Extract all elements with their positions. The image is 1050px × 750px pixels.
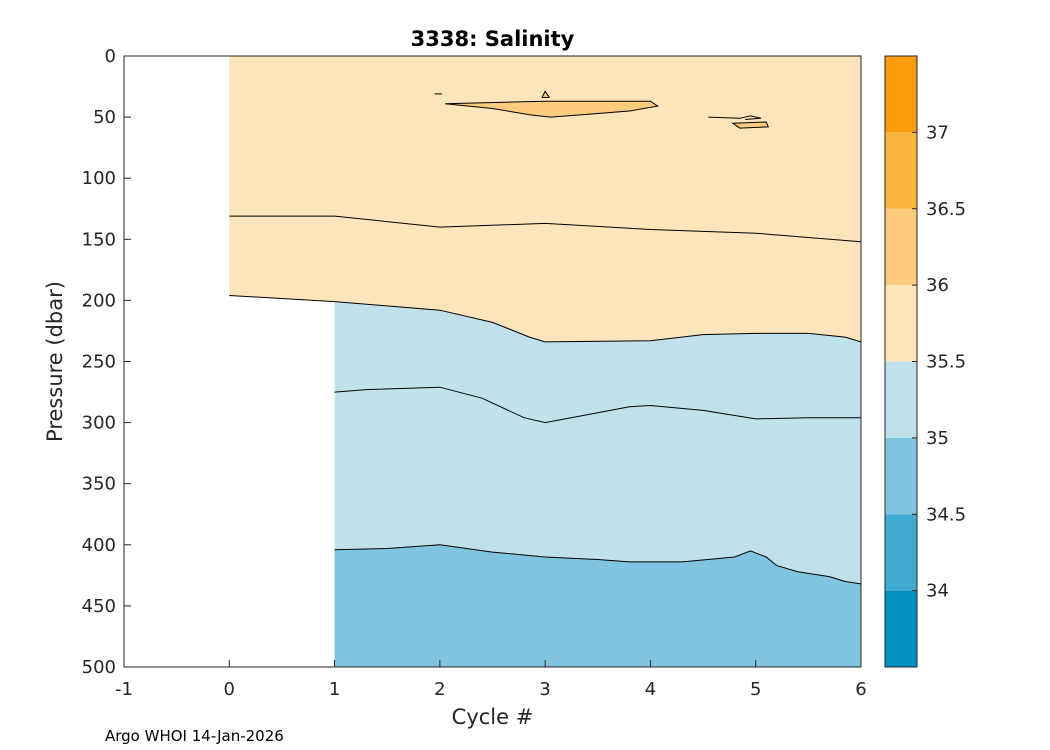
y-tick-label: 450: [82, 596, 116, 617]
colorbar-band: [885, 514, 917, 591]
fill-patch-patch-small: [731, 121, 770, 129]
colorbar-band: [885, 590, 917, 667]
y-axis: 0 50 100 150 200 250 300 350 400 450 500: [82, 46, 131, 678]
x-tick-label: 1: [329, 679, 340, 700]
colorbar-tick-label: 36: [926, 275, 949, 296]
fill-band-34.5-35: [334, 544, 862, 667]
colorbar-band: [885, 437, 917, 515]
x-axis: -1 0 1 2 3 4 5 6: [115, 660, 867, 700]
contour-line-35_5-upper-left: [229, 215, 862, 243]
y-axis-title: Pressure (dbar): [43, 281, 67, 442]
y-tick-label: 150: [82, 229, 116, 250]
colorbar-tick-label: 34: [926, 581, 949, 602]
contour-line-36-fleck-b: [708, 115, 762, 120]
chart-title: 3338: Salinity: [411, 27, 575, 51]
y-tick-label: 500: [82, 657, 116, 678]
colorbar-tick-label: 36.5: [926, 199, 966, 220]
colorbar-band: [885, 208, 917, 286]
fill-patch-fleck-c: [541, 90, 551, 98]
colorbar-band: [885, 361, 917, 438]
x-tick-label: 3: [539, 679, 550, 700]
x-axis-title: Cycle #: [452, 705, 534, 729]
y-tick-label: 300: [82, 413, 116, 434]
colorbar-tick-label: 34.5: [926, 504, 966, 525]
fill-band-35-35.5: [334, 301, 862, 584]
contour-line-group: [229, 93, 862, 585]
x-tick-label: 6: [855, 679, 866, 700]
x-tick-label: 5: [750, 679, 761, 700]
colorbar-tick-label: 35: [926, 428, 949, 449]
colorbar-band: [885, 132, 917, 209]
y-tick-label: 400: [82, 535, 116, 556]
colorbar-band: [885, 56, 917, 133]
y-tick-label: 50: [93, 107, 116, 128]
colorbar-tick-label: 35.5: [926, 352, 966, 373]
x-tick-label: 4: [645, 679, 656, 700]
footer-credit: Argo WHOI 14-Jan-2026: [105, 727, 284, 745]
contour-line-34_5: [334, 544, 862, 585]
y-tick-label: 0: [105, 46, 116, 67]
x-tick-label: 0: [224, 679, 235, 700]
y-tick-label: 200: [82, 290, 116, 311]
colorbar-tick-label: 37: [926, 122, 949, 143]
y-tick-label: 100: [82, 168, 116, 189]
y-tick-label: 350: [82, 474, 116, 495]
colorbar-band: [885, 285, 917, 362]
y-tick-label: 250: [82, 352, 116, 373]
x-tick-label: 2: [434, 679, 445, 700]
contour-fill-group: [229, 56, 862, 667]
fill-band-35.5-36: [229, 56, 862, 342]
colorbar: 34 34.5 35 35.5 36 36.5 37: [884, 55, 966, 668]
contour-line-35_5-main: [229, 295, 862, 343]
x-tick-label: -1: [115, 679, 133, 700]
fill-patch-patch: [445, 100, 660, 118]
contour-line-35: [334, 386, 861, 424]
